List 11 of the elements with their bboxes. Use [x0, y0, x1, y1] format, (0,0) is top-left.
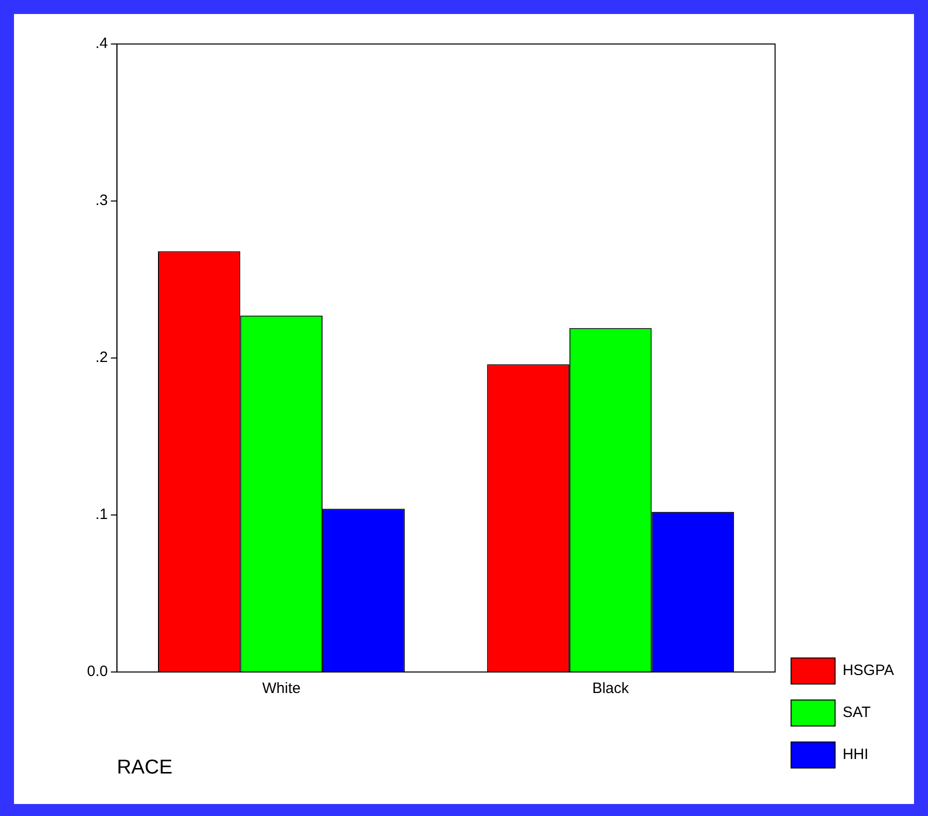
legend-label: HSGPA: [842, 662, 894, 680]
x-axis-title: RACE: [116, 756, 172, 779]
y-tick-label: .1: [95, 506, 108, 524]
x-tick-label: Black: [592, 680, 630, 698]
x-tick-label: White: [262, 680, 301, 698]
legend-label: SAT: [842, 704, 871, 722]
y-tick-label: 0.0: [86, 663, 108, 680]
y-tick-label: .3: [95, 192, 108, 210]
y-tick-label: .2: [95, 349, 108, 366]
legend-label: HHI: [842, 746, 868, 764]
y-tick-label: .4: [95, 35, 108, 52]
